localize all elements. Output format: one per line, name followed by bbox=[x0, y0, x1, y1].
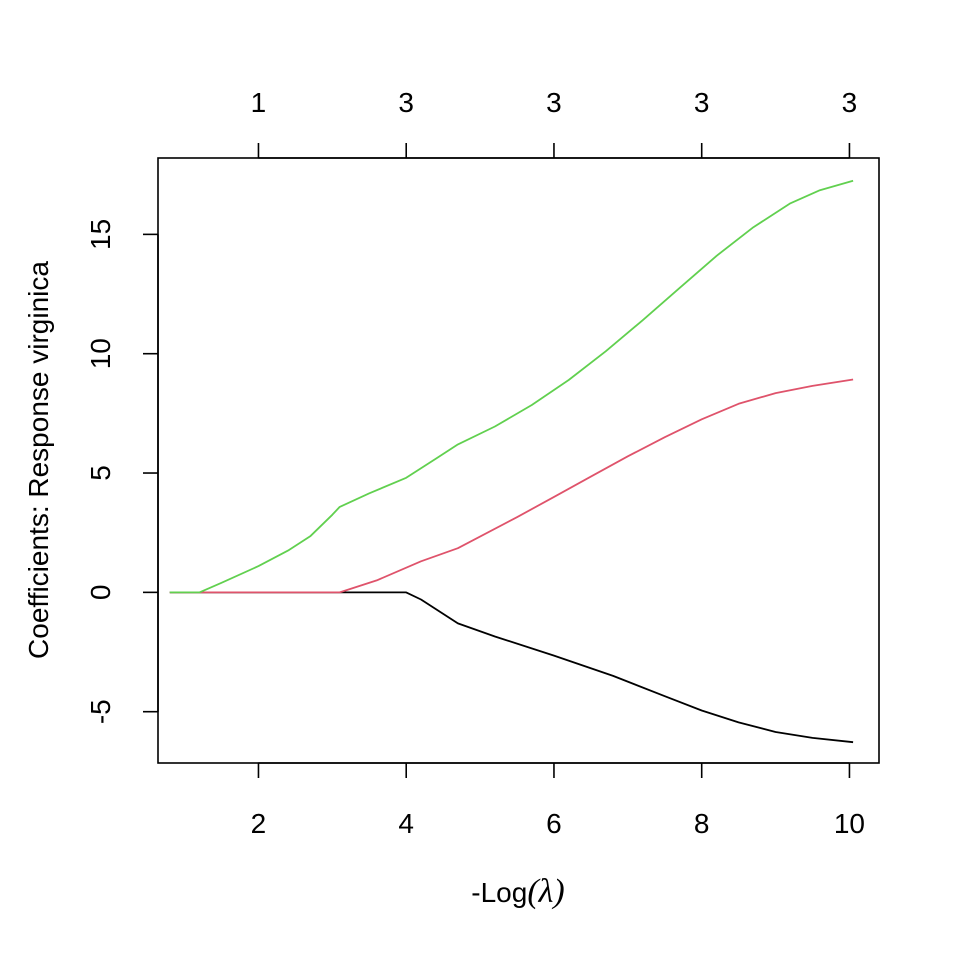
series-line-2 bbox=[169, 378, 854, 594]
x-axis-label-symbol: (λ) bbox=[527, 873, 564, 910]
series-layer bbox=[169, 179, 854, 744]
top-tick-label: 1 bbox=[251, 87, 267, 118]
y-tick-label: 5 bbox=[85, 465, 116, 481]
x-axis-label-prefix: -Log bbox=[471, 877, 527, 908]
y-tick-label: 10 bbox=[85, 338, 116, 369]
top-tick-label: 3 bbox=[398, 87, 414, 118]
x-axis-label: -Log(λ) bbox=[471, 873, 564, 910]
top-tick-label: 3 bbox=[694, 87, 710, 118]
top-tick-label: 3 bbox=[546, 87, 562, 118]
top-axis: 1 3 3 3 3 bbox=[251, 87, 858, 159]
bottom-axis: 2 4 6 8 10 bbox=[251, 762, 865, 839]
plot-box bbox=[157, 157, 880, 764]
x-tick-label: 4 bbox=[398, 808, 414, 839]
left-axis: -5 0 5 10 15 bbox=[85, 219, 159, 724]
y-tick-label: 15 bbox=[85, 219, 116, 250]
x-tick-label: 2 bbox=[251, 808, 267, 839]
x-tick-label: 10 bbox=[834, 808, 865, 839]
series-line-3 bbox=[169, 179, 854, 594]
top-tick-label: 3 bbox=[842, 87, 858, 118]
x-tick-label: 6 bbox=[546, 808, 562, 839]
x-tick-label: 8 bbox=[694, 808, 710, 839]
series-line-1 bbox=[169, 591, 854, 744]
y-axis-label: Coefficients: Response virginica bbox=[23, 261, 54, 659]
y-tick-label: 0 bbox=[85, 585, 116, 601]
y-tick-label: -5 bbox=[85, 699, 116, 724]
